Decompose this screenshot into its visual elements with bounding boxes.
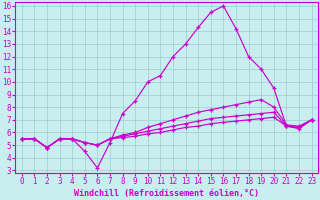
- X-axis label: Windchill (Refroidissement éolien,°C): Windchill (Refroidissement éolien,°C): [74, 189, 259, 198]
